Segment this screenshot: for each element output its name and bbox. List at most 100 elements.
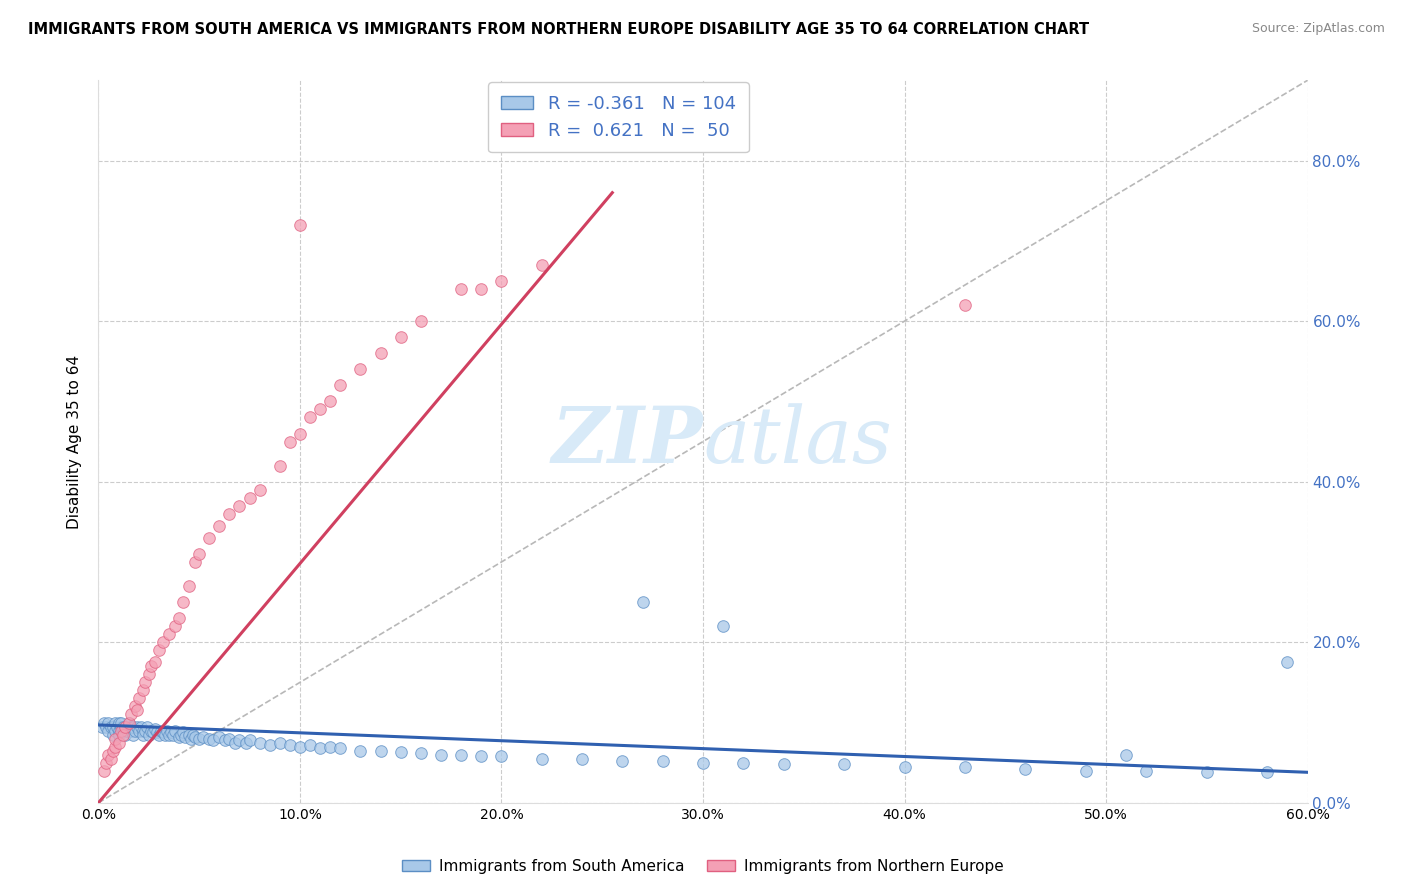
Point bbox=[409, 314, 432, 328]
Point bbox=[409, 746, 432, 760]
Point bbox=[125, 703, 148, 717]
Point bbox=[309, 741, 332, 756]
Point bbox=[319, 394, 342, 409]
Point bbox=[120, 719, 142, 733]
Point bbox=[138, 728, 160, 742]
Point bbox=[114, 728, 136, 742]
Point bbox=[148, 728, 170, 742]
Point bbox=[1074, 764, 1097, 778]
Legend: Immigrants from South America, Immigrants from Northern Europe: Immigrants from South America, Immigrant… bbox=[396, 853, 1010, 880]
Point bbox=[530, 258, 553, 272]
Point bbox=[134, 675, 156, 690]
Point bbox=[111, 719, 134, 733]
Point bbox=[100, 751, 122, 765]
Point bbox=[188, 547, 211, 561]
Point bbox=[430, 747, 453, 762]
Point bbox=[470, 749, 492, 764]
Point bbox=[269, 458, 291, 473]
Point bbox=[224, 735, 246, 749]
Point bbox=[278, 738, 301, 752]
Point bbox=[111, 728, 134, 742]
Point bbox=[288, 739, 311, 754]
Point bbox=[160, 725, 183, 739]
Point bbox=[167, 611, 190, 625]
Point bbox=[139, 659, 162, 673]
Point bbox=[163, 723, 186, 738]
Point bbox=[152, 635, 174, 649]
Legend: R = -0.361   N = 104, R =  0.621   N =  50: R = -0.361 N = 104, R = 0.621 N = 50 bbox=[488, 82, 748, 153]
Point bbox=[107, 735, 129, 749]
Point bbox=[146, 725, 169, 739]
Point bbox=[107, 723, 129, 738]
Point bbox=[1115, 747, 1137, 762]
Point bbox=[125, 719, 148, 733]
Point bbox=[692, 756, 714, 770]
Point bbox=[188, 731, 211, 746]
Point bbox=[149, 723, 172, 738]
Point bbox=[107, 715, 129, 730]
Point bbox=[953, 760, 976, 774]
Point bbox=[612, 754, 634, 768]
Point bbox=[450, 282, 472, 296]
Point bbox=[571, 751, 593, 765]
Point bbox=[228, 499, 250, 513]
Point bbox=[124, 699, 146, 714]
Point bbox=[389, 745, 412, 759]
Point bbox=[100, 719, 122, 733]
Point bbox=[103, 731, 125, 746]
Point bbox=[239, 733, 262, 747]
Point bbox=[142, 725, 165, 739]
Point bbox=[172, 595, 194, 609]
Point bbox=[349, 362, 371, 376]
Point bbox=[184, 730, 207, 744]
Point bbox=[128, 723, 150, 738]
Point bbox=[329, 378, 352, 392]
Point bbox=[772, 757, 794, 772]
Point bbox=[288, 426, 311, 441]
Point bbox=[132, 683, 155, 698]
Point bbox=[170, 728, 193, 742]
Point bbox=[96, 719, 118, 733]
Point bbox=[163, 619, 186, 633]
Point bbox=[239, 491, 262, 505]
Point bbox=[651, 754, 673, 768]
Point bbox=[1014, 762, 1036, 776]
Point bbox=[143, 655, 166, 669]
Point bbox=[370, 346, 392, 360]
Point bbox=[134, 723, 156, 738]
Point bbox=[1277, 655, 1299, 669]
Point bbox=[184, 555, 207, 569]
Point bbox=[128, 691, 150, 706]
Point bbox=[179, 728, 201, 742]
Point bbox=[152, 725, 174, 739]
Point bbox=[893, 760, 915, 774]
Point bbox=[101, 744, 124, 758]
Point bbox=[193, 730, 215, 744]
Point bbox=[118, 715, 141, 730]
Point bbox=[319, 739, 342, 754]
Point bbox=[120, 707, 142, 722]
Point bbox=[198, 731, 221, 746]
Y-axis label: Disability Age 35 to 64: Disability Age 35 to 64 bbox=[67, 354, 83, 529]
Text: Source: ZipAtlas.com: Source: ZipAtlas.com bbox=[1251, 22, 1385, 36]
Point bbox=[118, 719, 141, 733]
Point bbox=[148, 643, 170, 657]
Point bbox=[179, 579, 201, 593]
Point bbox=[97, 715, 120, 730]
Point bbox=[110, 715, 132, 730]
Point bbox=[259, 738, 281, 752]
Point bbox=[491, 749, 513, 764]
Point bbox=[181, 728, 204, 742]
Point bbox=[157, 728, 180, 742]
Point bbox=[278, 434, 301, 449]
Point bbox=[198, 531, 221, 545]
Point bbox=[299, 738, 322, 752]
Point bbox=[269, 735, 291, 749]
Point bbox=[93, 764, 115, 778]
Point bbox=[114, 719, 136, 733]
Point bbox=[103, 739, 125, 754]
Point bbox=[101, 719, 124, 733]
Point bbox=[111, 723, 134, 738]
Point bbox=[96, 756, 118, 770]
Point bbox=[138, 667, 160, 681]
